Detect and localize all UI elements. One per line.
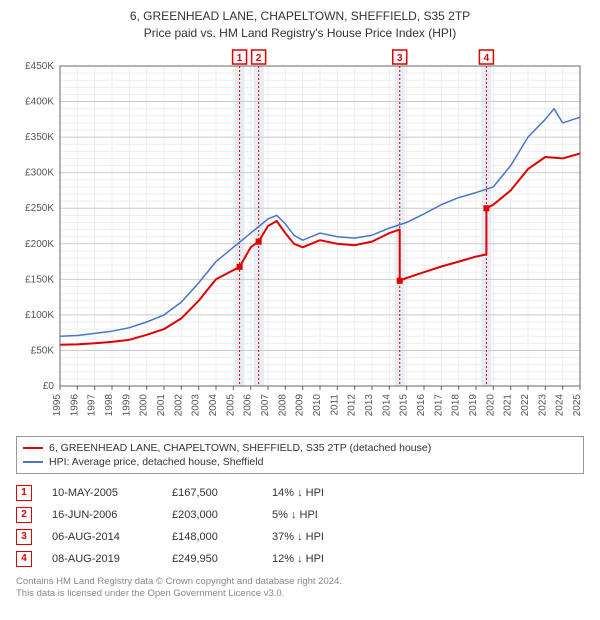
legend-swatch: [23, 447, 43, 449]
svg-text:2004: 2004: [208, 393, 219, 416]
transaction-row: 2 16-JUN-2006 £203,000 5% ↓ HPI: [16, 504, 584, 526]
transaction-row: 4 08-AUG-2019 £249,950 12% ↓ HPI: [16, 548, 584, 570]
svg-text:2003: 2003: [191, 393, 202, 416]
legend-row: 6, GREENHEAD LANE, CHAPELTOWN, SHEFFIELD…: [23, 441, 577, 455]
svg-text:2020: 2020: [485, 393, 496, 416]
svg-text:£100K: £100K: [25, 309, 54, 320]
legend-swatch: [23, 461, 43, 463]
svg-text:2016: 2016: [416, 393, 427, 416]
page-root: 6, GREENHEAD LANE, CHAPELTOWN, SHEFFIELD…: [0, 0, 600, 620]
svg-text:2001: 2001: [156, 393, 167, 416]
svg-text:1: 1: [237, 53, 243, 64]
svg-text:4: 4: [484, 53, 490, 64]
svg-text:£450K: £450K: [25, 61, 54, 72]
footnote: Contains HM Land Registry data © Crown c…: [16, 576, 584, 601]
svg-text:2019: 2019: [468, 393, 479, 416]
transaction-date: 08-AUG-2019: [52, 553, 152, 565]
transaction-date: 10-MAY-2005: [52, 487, 152, 499]
svg-text:£300K: £300K: [25, 167, 54, 178]
svg-text:3: 3: [397, 53, 403, 64]
svg-text:2000: 2000: [139, 393, 150, 416]
title-line-1: 6, GREENHEAD LANE, CHAPELTOWN, SHEFFIELD…: [12, 8, 588, 25]
legend-label: 6, GREENHEAD LANE, CHAPELTOWN, SHEFFIELD…: [49, 442, 431, 454]
svg-text:2023: 2023: [537, 393, 548, 416]
footnote-line-1: Contains HM Land Registry data © Crown c…: [16, 576, 584, 588]
chart-svg: £0 £50K £100K £150K £200K £250K £300K £350K £400…: [12, 48, 588, 428]
svg-text:1998: 1998: [104, 393, 115, 416]
transaction-hpi-diff: 5% ↓ HPI: [272, 509, 372, 521]
svg-text:2021: 2021: [503, 393, 514, 416]
svg-text:2008: 2008: [277, 393, 288, 416]
transaction-price: £203,000: [172, 509, 252, 521]
svg-text:£250K: £250K: [25, 203, 54, 214]
transaction-marker-number: 3: [16, 529, 32, 545]
transaction-date: 16-JUN-2006: [52, 509, 152, 521]
svg-text:2013: 2013: [364, 393, 375, 416]
svg-text:2017: 2017: [433, 393, 444, 416]
svg-text:2022: 2022: [520, 393, 531, 416]
svg-text:2025: 2025: [572, 393, 583, 416]
svg-text:£50K: £50K: [31, 345, 55, 356]
transaction-marker-number: 2: [16, 507, 32, 523]
transaction-date: 06-AUG-2014: [52, 531, 152, 543]
transaction-hpi-diff: 12% ↓ HPI: [272, 553, 372, 565]
svg-text:2002: 2002: [173, 393, 184, 416]
svg-text:2024: 2024: [555, 393, 566, 416]
svg-text:2005: 2005: [225, 393, 236, 416]
transaction-price: £148,000: [172, 531, 252, 543]
svg-text:£0: £0: [43, 381, 55, 392]
svg-text:2: 2: [256, 53, 262, 64]
legend-label: HPI: Average price, detached house, Shef…: [49, 456, 263, 468]
transaction-marker-number: 4: [16, 551, 32, 567]
transaction-price: £167,500: [172, 487, 252, 499]
svg-text:2011: 2011: [329, 393, 340, 415]
svg-text:1996: 1996: [69, 393, 80, 416]
svg-text:2010: 2010: [312, 393, 323, 416]
svg-text:2014: 2014: [381, 393, 392, 416]
svg-text:2015: 2015: [399, 393, 410, 416]
transaction-hpi-diff: 14% ↓ HPI: [272, 487, 372, 499]
footnote-line-2: This data is licensed under the Open Gov…: [16, 588, 584, 600]
title-block: 6, GREENHEAD LANE, CHAPELTOWN, SHEFFIELD…: [12, 8, 588, 42]
svg-text:2007: 2007: [260, 393, 271, 416]
svg-text:£200K: £200K: [25, 238, 54, 249]
svg-text:£350K: £350K: [25, 132, 54, 143]
svg-text:2012: 2012: [347, 393, 358, 416]
transaction-row: 3 06-AUG-2014 £148,000 37% ↓ HPI: [16, 526, 584, 548]
svg-text:2006: 2006: [243, 393, 254, 416]
legend-row: HPI: Average price, detached house, Shef…: [23, 455, 577, 469]
transaction-row: 1 10-MAY-2005 £167,500 14% ↓ HPI: [16, 482, 584, 504]
svg-text:£150K: £150K: [25, 274, 54, 285]
svg-text:1997: 1997: [87, 393, 98, 416]
svg-text:2018: 2018: [451, 393, 462, 416]
svg-text:£400K: £400K: [25, 96, 54, 107]
price-chart: £0 £50K £100K £150K £200K £250K £300K £350K £400…: [12, 48, 588, 428]
transactions-table: 1 10-MAY-2005 £167,500 14% ↓ HPI 2 16-JUN-200…: [16, 482, 584, 570]
transaction-price: £249,950: [172, 553, 252, 565]
legend-box: 6, GREENHEAD LANE, CHAPELTOWN, SHEFFIELD…: [16, 436, 584, 474]
svg-text:2009: 2009: [295, 393, 306, 416]
svg-text:1999: 1999: [121, 393, 132, 416]
transaction-marker-number: 1: [16, 485, 32, 501]
title-line-2: Price paid vs. HM Land Registry's House …: [12, 25, 588, 42]
svg-text:1995: 1995: [52, 393, 63, 416]
transaction-hpi-diff: 37% ↓ HPI: [272, 531, 372, 543]
